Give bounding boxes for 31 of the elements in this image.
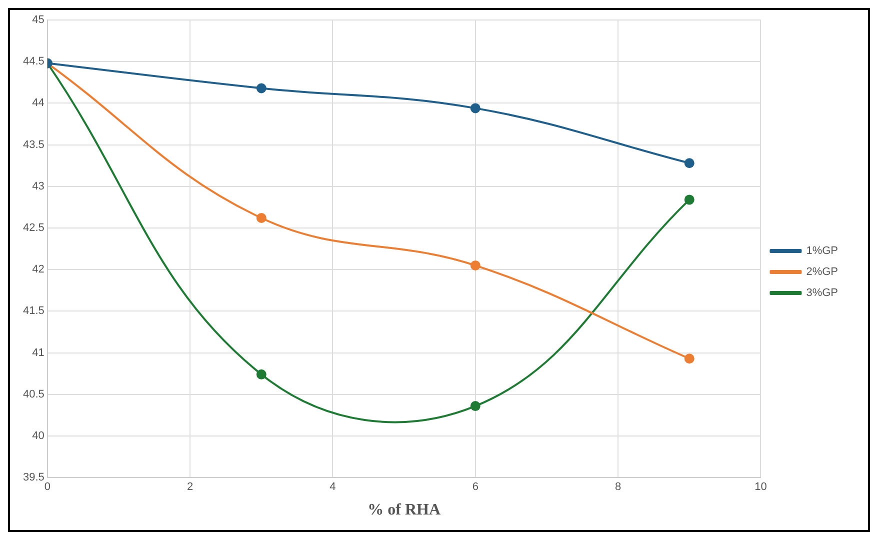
point — [256, 213, 266, 224]
y-tick-label: 40.5 — [22, 388, 44, 400]
y-tick-label: 41.5 — [22, 305, 44, 318]
point — [684, 354, 694, 364]
y-tick-label: 41 — [32, 346, 44, 359]
x-tick-label: 10 — [754, 481, 767, 494]
x-tick-label: 8 — [614, 481, 622, 494]
y-tick-label: 43 — [32, 180, 44, 192]
legend-label: 1%GP — [806, 245, 838, 258]
y-tick-label: 43.5 — [22, 138, 44, 151]
y-tick-label: 40 — [32, 430, 44, 442]
y-tick-label: 44 — [32, 97, 44, 110]
legend-label: 2%GP — [806, 266, 838, 278]
point — [470, 260, 480, 270]
x-axis-title: % of RHA — [368, 502, 441, 519]
x-tick-label: 6 — [472, 481, 478, 494]
y-tick-label: 45 — [32, 14, 44, 26]
x-tick-label: 2 — [187, 481, 194, 494]
y-tick-label: 44.5 — [22, 56, 44, 68]
y-tick-label: 42.5 — [22, 222, 44, 234]
y-tick-label: 39.5 — [22, 472, 44, 484]
y-tick-label: 42 — [32, 264, 44, 276]
point — [470, 401, 480, 412]
x-tick-label: 4 — [330, 481, 336, 494]
point — [256, 369, 266, 380]
point — [684, 158, 694, 168]
x-tick-label: 0 — [44, 481, 50, 494]
point — [256, 83, 266, 94]
point — [684, 194, 694, 205]
legend-label: 3%GP — [806, 287, 838, 300]
point — [470, 103, 480, 114]
